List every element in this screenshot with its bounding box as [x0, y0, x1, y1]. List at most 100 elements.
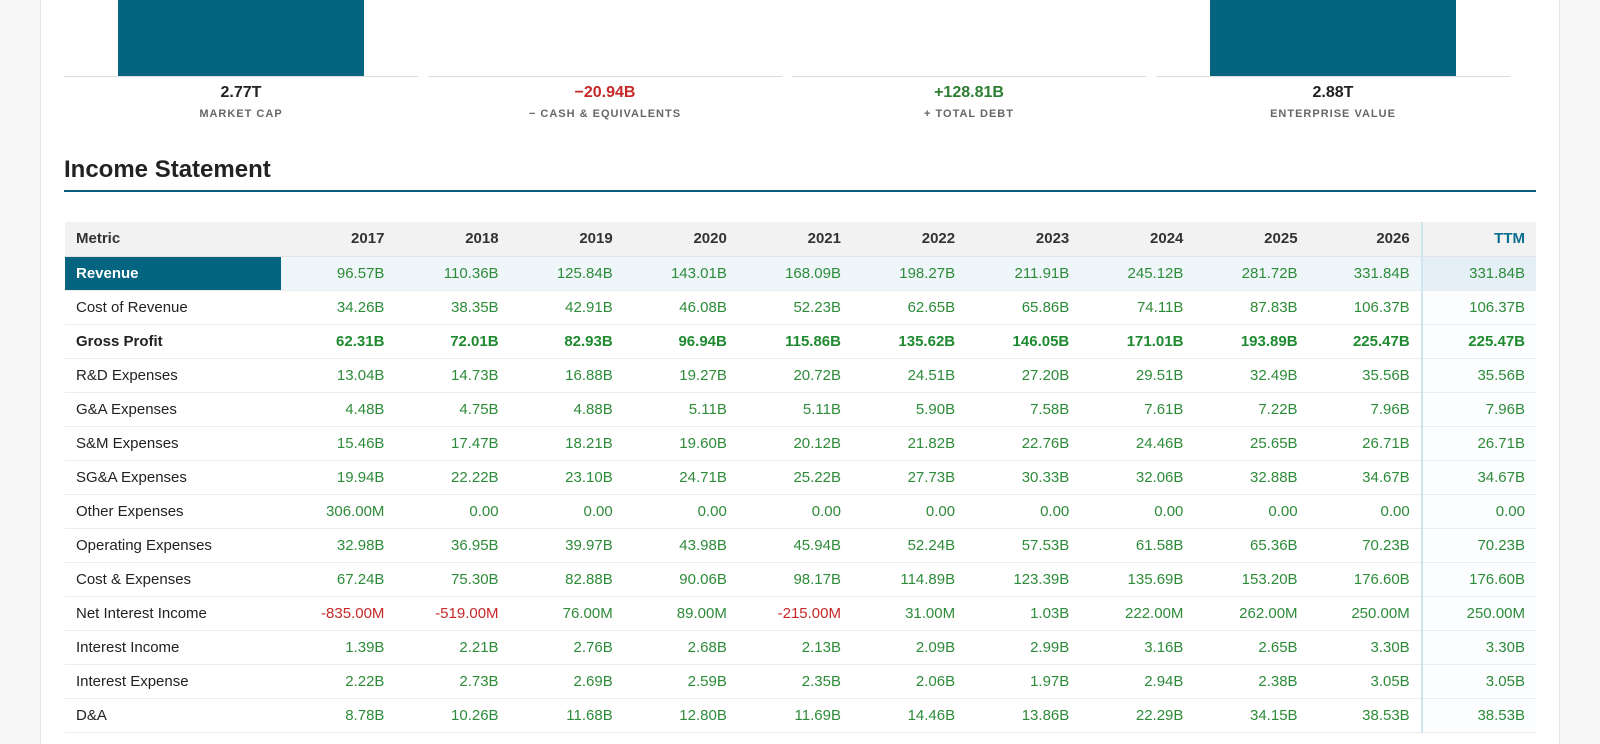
bridge-value: −20.94B	[574, 84, 636, 101]
table-row[interactable]: Net Interest Income -835.00M -519.00M 76.00…	[65, 596, 1536, 631]
table-row[interactable]: Other Expenses 306.00M 0.00 0.00 0.00 0.00 0.0…	[65, 494, 1536, 529]
value-cell: 193.89B	[1194, 324, 1309, 359]
value-cell: 42.91B	[509, 290, 624, 325]
bridge-label: − CASH & EQUIVALENTS	[528, 108, 682, 120]
value-cell: 1.97B	[966, 664, 1081, 699]
value-cell: 3.05B	[1308, 664, 1422, 699]
ttm-cell: 3.05B	[1420, 664, 1536, 699]
value-cell: 262.00M	[1194, 596, 1309, 631]
ttm-cell: 331.84B	[1420, 256, 1536, 291]
value-cell: 98.17B	[737, 562, 852, 597]
value-cell: 11.69B	[737, 698, 852, 733]
table-row[interactable]: R&D Expenses 13.04B 14.73B 16.88B 19.27B 20.7…	[65, 358, 1536, 393]
value-cell: 22.22B	[395, 460, 510, 495]
table-body: Revenue 96.57B 110.36B 125.84B 143.01B 168.09…	[65, 256, 1536, 733]
value-cell: 75.30B	[395, 562, 510, 597]
value-cell: 2.38B	[1194, 664, 1309, 699]
table-row[interactable]: Cost of Revenue 34.26B 38.35B 42.91B 46.08B 5…	[65, 290, 1536, 325]
value-cell: 125.84B	[509, 256, 624, 291]
value-cell: 225.47B	[1308, 324, 1422, 359]
value-cell: 0.00	[1308, 494, 1422, 529]
value-cell: 25.22B	[737, 460, 852, 495]
row-metric-label: SG&A Expenses	[65, 460, 282, 495]
value-cell: 1.03B	[966, 596, 1081, 631]
column-header-year[interactable]: 2018	[395, 222, 510, 257]
value-cell: -519.00M	[395, 596, 510, 631]
table-row[interactable]: D&A 8.78B 10.26B 11.68B 12.80B 11.69B 14.46B 13…	[65, 698, 1536, 733]
value-cell: 2.06B	[851, 664, 967, 699]
column-header-year[interactable]: 2025	[1194, 222, 1309, 257]
table-row[interactable]: Interest Expense 2.22B 2.73B 2.69B 2.59B 2.35…	[65, 664, 1536, 699]
value-cell: 27.73B	[851, 460, 967, 495]
page-container: 2.77T MARKET CAP −20.94B − CASH & EQUIVA…	[40, 0, 1560, 744]
column-header-year[interactable]: 2026	[1308, 222, 1422, 257]
value-cell: -215.00M	[737, 596, 852, 631]
column-header-year[interactable]: 2019	[509, 222, 624, 257]
table-row[interactable]: G&A Expenses 4.48B 4.75B 4.88B 5.11B 5.11B 5.9…	[65, 392, 1536, 427]
value-cell: 32.49B	[1194, 358, 1309, 393]
row-metric-label: Operating Expenses	[65, 528, 282, 563]
value-cell: 115.86B	[737, 324, 852, 359]
table-row[interactable]: Interest Income 1.39B 2.21B 2.76B 2.68B 2.13B…	[65, 630, 1536, 665]
value-cell: 32.88B	[1194, 460, 1309, 495]
value-cell: 29.51B	[1080, 358, 1195, 393]
value-cell: 23.10B	[509, 460, 624, 495]
value-cell: 2.35B	[737, 664, 852, 699]
value-cell: 143.01B	[623, 256, 738, 291]
column-header-year[interactable]: 2023	[966, 222, 1081, 257]
bridge-value: 2.88T	[1312, 84, 1354, 101]
value-cell: 19.60B	[623, 426, 738, 461]
value-cell: 46.08B	[623, 290, 738, 325]
column-header-year[interactable]: 2021	[737, 222, 852, 257]
value-cell: 281.72B	[1194, 256, 1309, 291]
ttm-cell: 26.71B	[1420, 426, 1536, 461]
value-cell: 106.37B	[1308, 290, 1422, 325]
table-row[interactable]: Revenue 96.57B 110.36B 125.84B 143.01B 168.09…	[65, 256, 1536, 291]
value-cell: 15.46B	[281, 426, 396, 461]
value-cell: 250.00M	[1308, 596, 1422, 631]
value-cell: -835.00M	[281, 596, 396, 631]
value-cell: 331.84B	[1308, 256, 1422, 291]
value-cell: 2.99B	[966, 630, 1081, 665]
value-cell: 62.65B	[851, 290, 967, 325]
value-cell: 24.71B	[623, 460, 738, 495]
table-row[interactable]: SG&A Expenses 19.94B 22.22B 23.10B 24.71B 25.…	[65, 460, 1536, 495]
table-row[interactable]: Operating Expenses 32.98B 36.95B 39.97B 43.9…	[65, 528, 1536, 563]
row-metric-label: D&A	[65, 698, 282, 733]
value-cell: 171.01B	[1080, 324, 1195, 359]
income-statement-table: Metric 2017 2018 2019 2020 2021 2022 2023 2024 20…	[65, 222, 1536, 733]
row-metric-label: Cost of Revenue	[65, 290, 282, 325]
column-header-year[interactable]: 2020	[623, 222, 738, 257]
table-row[interactable]: S&M Expenses 15.46B 17.47B 18.21B 19.60B 20.1…	[65, 426, 1536, 461]
row-metric-label: Interest Expense	[65, 664, 282, 699]
value-cell: 38.35B	[395, 290, 510, 325]
value-cell: 4.88B	[509, 392, 624, 427]
value-cell: 146.05B	[966, 324, 1081, 359]
value-cell: 7.61B	[1080, 392, 1195, 427]
column-header-ttm[interactable]: TTM	[1420, 222, 1536, 257]
value-cell: 0.00	[1080, 494, 1195, 529]
column-header-year[interactable]: 2024	[1080, 222, 1195, 257]
bridge-baseline	[428, 76, 782, 77]
value-cell: 87.83B	[1194, 290, 1309, 325]
value-cell: 2.76B	[509, 630, 624, 665]
value-cell: 5.11B	[623, 392, 738, 427]
value-cell: 123.39B	[966, 562, 1081, 597]
column-header-year[interactable]: 2022	[851, 222, 967, 257]
ttm-cell: 225.47B	[1420, 324, 1536, 359]
table-row[interactable]: Gross Profit 62.31B 72.01B 82.93B 96.94B 115.…	[65, 324, 1536, 359]
ttm-cell: 176.60B	[1420, 562, 1536, 597]
column-header-metric[interactable]: Metric	[65, 222, 282, 257]
table-row[interactable]: Cost & Expenses 67.24B 75.30B 82.88B 90.06B 9…	[65, 562, 1536, 597]
value-cell: 22.76B	[966, 426, 1081, 461]
value-cell: 32.98B	[281, 528, 396, 563]
value-cell: 18.21B	[509, 426, 624, 461]
value-cell: 20.12B	[737, 426, 852, 461]
value-cell: 3.16B	[1080, 630, 1195, 665]
value-cell: 76.00M	[509, 596, 624, 631]
column-header-year[interactable]: 2017	[281, 222, 396, 257]
bridge-baseline	[64, 76, 418, 77]
value-cell: 13.86B	[966, 698, 1081, 733]
value-cell: 52.24B	[851, 528, 967, 563]
bridge-label: MARKET CAP	[199, 108, 283, 120]
